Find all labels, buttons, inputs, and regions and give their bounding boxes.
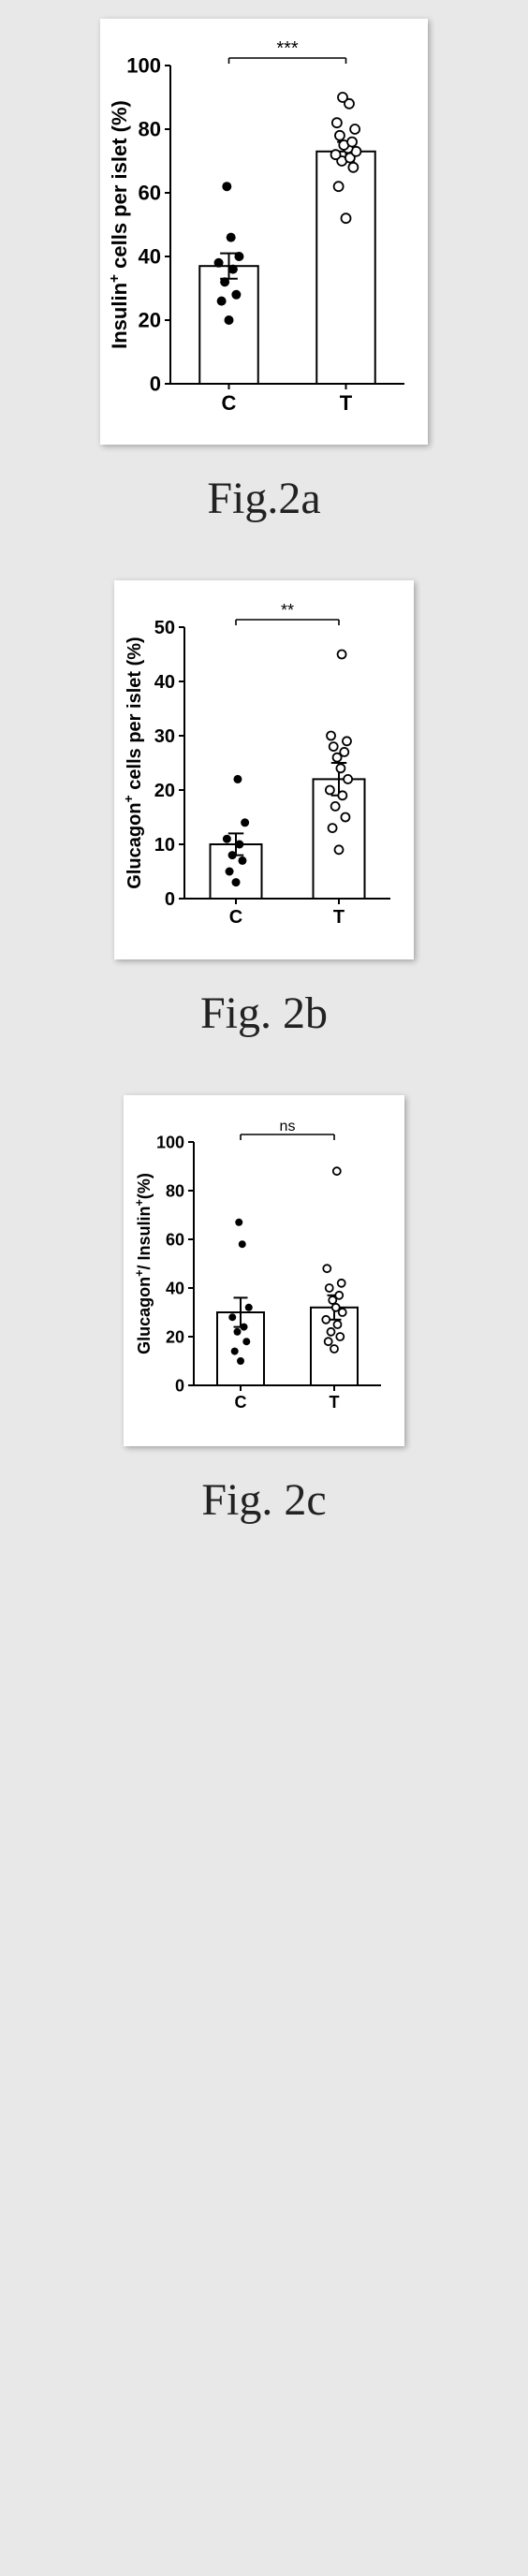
svg-text:**: ** bbox=[281, 601, 294, 620]
svg-text:T: T bbox=[330, 1393, 340, 1412]
svg-text:40: 40 bbox=[154, 672, 175, 693]
svg-text:***: *** bbox=[276, 38, 299, 59]
svg-text:20: 20 bbox=[166, 1327, 184, 1346]
chart-0: 0 20 40 60 80 100 C T *** Insulin+ cells per isle… bbox=[100, 19, 428, 445]
figure-block-0: 0 20 40 60 80 100 C T *** Insulin+ cells per isle… bbox=[9, 19, 519, 524]
svg-text:100: 100 bbox=[156, 1133, 184, 1151]
svg-text:100: 100 bbox=[126, 54, 161, 78]
svg-text:0: 0 bbox=[150, 373, 161, 396]
figure-caption-0: Fig.2a bbox=[207, 473, 320, 524]
svg-text:60: 60 bbox=[166, 1230, 184, 1249]
svg-text:C: C bbox=[229, 907, 242, 928]
svg-text:20: 20 bbox=[154, 781, 175, 801]
figure-caption-2: Fig. 2c bbox=[201, 1474, 326, 1526]
svg-text:30: 30 bbox=[154, 726, 175, 747]
svg-text:0: 0 bbox=[165, 889, 175, 910]
svg-text:20: 20 bbox=[139, 309, 161, 332]
svg-text:C: C bbox=[222, 391, 237, 415]
chart-1: 0 10 20 30 40 50 C T ** Glucagon+ cells per islet… bbox=[114, 580, 414, 959]
figures-container: 020406080100CT***Insulin+ cells per isle… bbox=[9, 19, 519, 1526]
svg-text:50: 50 bbox=[154, 618, 175, 638]
svg-text:C: C bbox=[235, 1393, 247, 1412]
svg-text:Glucagon+ cells per islet (%): Glucagon+ cells per islet (%) bbox=[124, 637, 145, 888]
figure-block-1: 0 10 20 30 40 50 C T ** Glucagon+ cells per islet… bbox=[9, 580, 519, 1039]
svg-text:Insulin+ cells per islet (%): Insulin+ cells per islet (%) bbox=[110, 100, 131, 349]
svg-text:80: 80 bbox=[166, 1181, 184, 1200]
svg-text:60: 60 bbox=[139, 182, 161, 205]
svg-text:40: 40 bbox=[139, 245, 161, 269]
svg-text:T: T bbox=[340, 391, 353, 415]
svg-text:0: 0 bbox=[175, 1376, 184, 1395]
svg-text:10: 10 bbox=[154, 835, 175, 856]
figure-caption-1: Fig. 2b bbox=[200, 988, 328, 1039]
svg-text:80: 80 bbox=[139, 118, 161, 141]
svg-text:ns: ns bbox=[280, 1119, 296, 1134]
svg-text:40: 40 bbox=[166, 1279, 184, 1297]
chart-2: 0 20 40 60 80 100 C Tns Glucagon+/ Insulin+(%) bbox=[124, 1095, 404, 1446]
svg-text:Glucagon+/ Insulin+(%): Glucagon+/ Insulin+(%) bbox=[133, 1173, 154, 1354]
svg-text:T: T bbox=[333, 907, 345, 928]
figure-block-2: 0 20 40 60 80 100 C Tns Glucagon+/ Insulin+(%) Fi… bbox=[9, 1095, 519, 1526]
